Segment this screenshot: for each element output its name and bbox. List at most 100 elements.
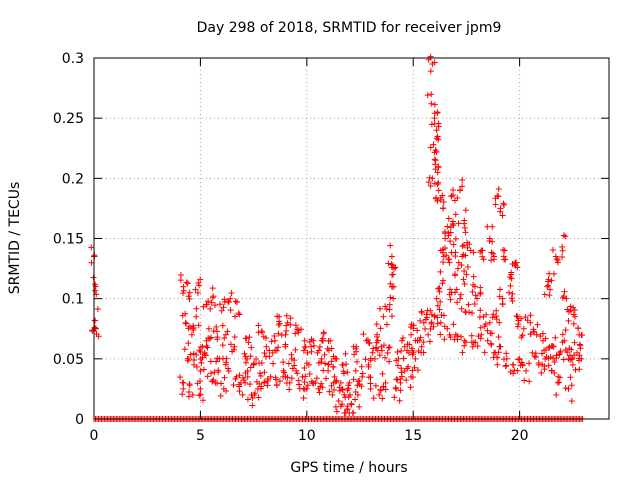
data-point [437, 319, 444, 326]
data-point [444, 223, 451, 230]
data-point [571, 339, 578, 346]
data-point [264, 375, 271, 382]
data-point [220, 304, 227, 311]
data-point [266, 347, 273, 354]
data-point [416, 337, 423, 344]
data-point [297, 326, 304, 333]
data-point [494, 361, 501, 368]
data-point [450, 187, 457, 194]
data-point [459, 176, 466, 183]
data-point [428, 100, 435, 107]
data-point [291, 362, 298, 369]
data-point [179, 379, 186, 386]
data-point [426, 338, 433, 345]
data-point [532, 350, 539, 357]
data-point [378, 347, 385, 354]
data-point [273, 347, 280, 354]
data-point [431, 180, 438, 187]
data-point [183, 320, 190, 327]
data-point [439, 280, 446, 287]
data-point [394, 376, 401, 383]
data-point [577, 345, 584, 352]
data-point [255, 322, 262, 329]
data-point [507, 282, 514, 289]
data-point [263, 343, 270, 350]
data-point [223, 388, 230, 395]
data-point [431, 149, 438, 156]
data-point [399, 335, 406, 342]
data-point [388, 261, 395, 268]
data-point [202, 352, 209, 359]
data-point [440, 259, 447, 266]
data-point [207, 305, 214, 312]
data-point [197, 276, 204, 283]
data-point [214, 355, 221, 362]
data-point [390, 271, 397, 278]
data-point [531, 329, 538, 336]
data-point [565, 308, 572, 315]
data-point [556, 351, 563, 358]
data-point [187, 351, 194, 358]
data-point [404, 347, 411, 354]
data-point [395, 362, 402, 369]
y-tick-label: 0.1 [62, 292, 84, 308]
data-point [442, 235, 449, 242]
data-point [480, 256, 487, 263]
data-point [433, 127, 440, 134]
data-point [509, 261, 516, 268]
data-point [388, 313, 395, 320]
data-point [242, 353, 249, 360]
data-point [556, 374, 563, 381]
data-point [292, 322, 299, 329]
data-point [509, 361, 516, 368]
data-point [292, 330, 299, 337]
data-point [478, 331, 485, 338]
data-point [343, 361, 350, 368]
data-point [514, 313, 521, 320]
data-point [322, 360, 329, 367]
data-point [184, 280, 191, 287]
data-point [344, 406, 351, 413]
data-point [219, 342, 226, 349]
data-point [329, 391, 336, 398]
data-point [422, 325, 429, 332]
data-point [514, 367, 521, 374]
data-point [326, 388, 333, 395]
data-point [426, 174, 433, 181]
data-point [464, 244, 471, 251]
data-point [470, 273, 477, 280]
data-point [488, 249, 495, 256]
data-point [311, 342, 318, 349]
data-point [93, 331, 100, 338]
data-point [405, 363, 412, 370]
data-point [285, 360, 292, 367]
data-point [205, 325, 212, 332]
data-point [487, 257, 494, 264]
data-point [435, 120, 442, 127]
data-point [547, 286, 554, 293]
data-point [283, 327, 290, 334]
data-point [559, 247, 566, 254]
data-point [427, 53, 434, 60]
data-point [430, 141, 437, 148]
data-point [213, 323, 220, 330]
data-point [310, 337, 317, 344]
data-point [373, 333, 380, 340]
data-point [300, 347, 307, 354]
data-point [468, 332, 475, 339]
data-point [550, 343, 557, 350]
data-point [495, 334, 502, 341]
data-point [359, 373, 366, 380]
data-point [433, 295, 440, 302]
data-point [330, 379, 337, 386]
data-point [193, 363, 200, 370]
data-point [186, 323, 193, 330]
data-point [570, 311, 577, 318]
data-point [427, 144, 434, 151]
data-point [425, 179, 432, 186]
data-point [242, 359, 249, 366]
data-point [470, 249, 477, 256]
data-point [554, 259, 561, 266]
data-point [437, 331, 444, 338]
